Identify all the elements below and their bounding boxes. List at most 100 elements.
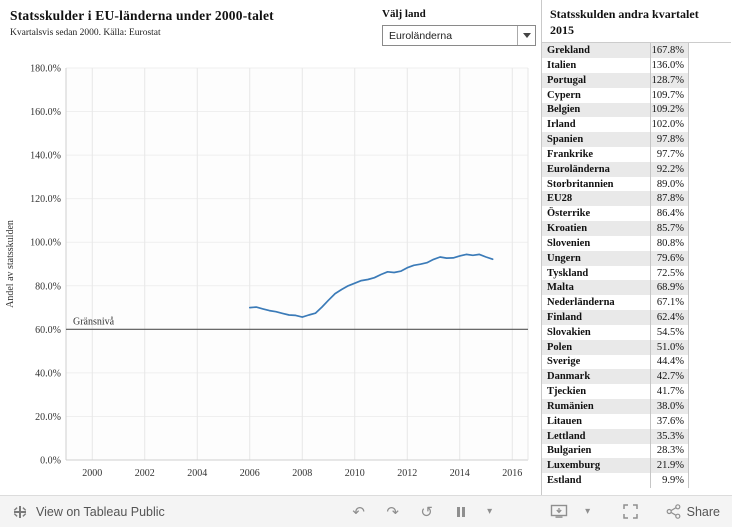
table-row[interactable]: Tyskland 72.5% [542,265,689,281]
debt-value: 109.2% [650,102,689,118]
debt-value: 51.0% [650,339,689,355]
plot-area [66,68,528,460]
table-row[interactable]: Belgien 109.2% [542,102,689,118]
side-panel: Statsskulden andra kvartalet 2015 Grekla… [541,0,731,495]
data-line[interactable] [248,253,494,318]
debt-value: 79.6% [650,250,689,266]
more-options-caret[interactable]: ▾ [487,506,493,517]
country-label: Spanien [547,134,584,146]
filter-label: Välj land [382,8,426,20]
pause-button[interactable] [448,500,474,524]
country-label: Euroländerna [547,163,610,175]
view-on-tableau-public-link[interactable]: View on Tableau Public [36,504,165,519]
table-row[interactable]: Litauen 37.6% [542,413,689,429]
y-tick-label: 80.0% [35,281,61,292]
debt-value: 38.0% [650,399,689,414]
table-row[interactable]: Spanien 97.8% [542,132,689,147]
debt-value: 41.7% [650,384,689,400]
table-row[interactable]: Grekland 167.8% [542,43,689,59]
debt-value: 109.7% [650,87,689,103]
y-tick-label: 20.0% [35,412,61,423]
country-label: Portugal [547,74,587,86]
debt-value: 102.0% [650,117,689,133]
y-tick-label: 100.0% [30,238,61,249]
country-label: Malta [547,282,574,294]
table-row[interactable]: Frankrike 97.7% [542,146,689,162]
country-label: Kroatien [547,223,588,235]
debt-value: 86.4% [650,206,689,222]
dropdown-selected-value: Euroländerna [389,29,453,42]
table-row[interactable]: Danmark 42.7% [542,369,689,385]
x-tick-label: 2006 [240,468,260,479]
country-label: Irland [547,119,576,131]
table-row[interactable]: Polen 51.0% [542,339,689,355]
country-label: Tjeckien [547,386,587,398]
table-row[interactable]: Luxemburg 21.9% [542,458,689,474]
table-row[interactable]: Nederländerna 67.1% [542,295,689,311]
toolbar: View on Tableau Public ↶ ↷ ↺ ▾ [0,495,732,527]
table-row[interactable]: Storbritannien 89.0% [542,176,689,192]
share-icon [666,504,681,519]
table-row[interactable]: EU28 87.8% [542,191,689,207]
country-label: Tyskland [547,267,589,279]
country-label: Grekland [547,45,590,57]
table-row[interactable]: Sverige 44.4% [542,354,689,370]
table-row[interactable]: Irland 102.0% [542,117,689,133]
country-label: Nederländerna [547,297,615,309]
country-label: Frankrike [547,148,594,160]
country-label: Luxemburg [547,460,601,472]
debt-value: 128.7% [650,72,689,88]
x-tick-label: 2002 [135,468,155,479]
table-row[interactable]: Slovenien 80.8% [542,235,689,251]
page-title: Statsskulder i EU-länderna under 2000-ta… [10,8,274,23]
country-label: Belgien [547,104,581,116]
table-row[interactable]: Euroländerna 92.2% [542,161,689,177]
table-row[interactable]: Lettland 35.3% [542,428,689,444]
y-axis-title: Andel av statsskulden [5,220,16,308]
x-tick-label: 2016 [502,468,522,479]
country-label: Polen [547,341,573,353]
table-row[interactable]: Malta 68.9% [542,280,689,296]
country-label: Litauen [547,415,583,427]
country-dropdown[interactable]: Euroländerna [382,25,536,46]
chart-canvas[interactable]: 0.0% 20.0% 40.0% 60.0% 80.0% 100.0% 120.0% 140.… [0,56,540,492]
table-row[interactable]: Österrike 86.4% [542,206,689,222]
country-label: Estland [547,475,582,487]
table-row[interactable]: Rumänien 38.0% [542,399,689,414]
undo-button[interactable]: ↶ [352,503,365,521]
country-label: Österrike [547,208,591,220]
chevron-down-icon [517,26,535,45]
debt-value: 68.9% [650,280,689,296]
table-row[interactable]: Portugal 128.7% [542,72,689,88]
table-row[interactable]: Cypern 109.7% [542,87,689,103]
table-row[interactable]: Ungern 79.6% [542,250,689,266]
share-button[interactable]: Share [666,504,720,519]
country-label: Italien [547,59,577,71]
side-panel-title: Statsskulden andra kvartalet 2015 [542,0,731,44]
table-row[interactable]: Italien 136.0% [542,58,689,73]
y-tick-label: 40.0% [35,368,61,379]
debt-value: 97.8% [650,132,689,147]
x-tick-label: 2000 [82,468,102,479]
download-button[interactable] [546,500,572,524]
debt-table: Grekland 167.8% Italien 136.0% Portugal 128.7… [542,43,689,489]
table-row[interactable]: Tjeckien 41.7% [542,384,689,400]
table-row[interactable]: Estland 9.9% [542,473,689,489]
fullscreen-button[interactable] [618,500,644,524]
toolbar-history-group: ↶ ↷ ↺ ▾ [346,500,498,524]
table-row[interactable]: Bulgarien 28.3% [542,443,689,459]
debt-line-chart[interactable]: 0.0% 20.0% 40.0% 60.0% 80.0% 100.0% 120.0% 140.… [0,56,540,492]
y-tick-label: 180.0% [30,64,61,75]
country-label: EU28 [547,193,573,205]
debt-value: 85.7% [650,221,689,236]
table-row[interactable]: Kroatien 85.7% [542,221,689,236]
reference-line-label: Gränsnivå [73,316,115,327]
download-caret[interactable]: ▾ [585,506,591,517]
table-row[interactable]: Finland 62.4% [542,310,689,325]
x-tick-label: 2010 [345,468,365,479]
redo-button[interactable]: ↷ [386,503,399,521]
table-row[interactable]: Slovakien 54.5% [542,324,689,340]
reset-button[interactable]: ↺ [420,503,433,521]
debt-value: 28.3% [650,443,689,459]
